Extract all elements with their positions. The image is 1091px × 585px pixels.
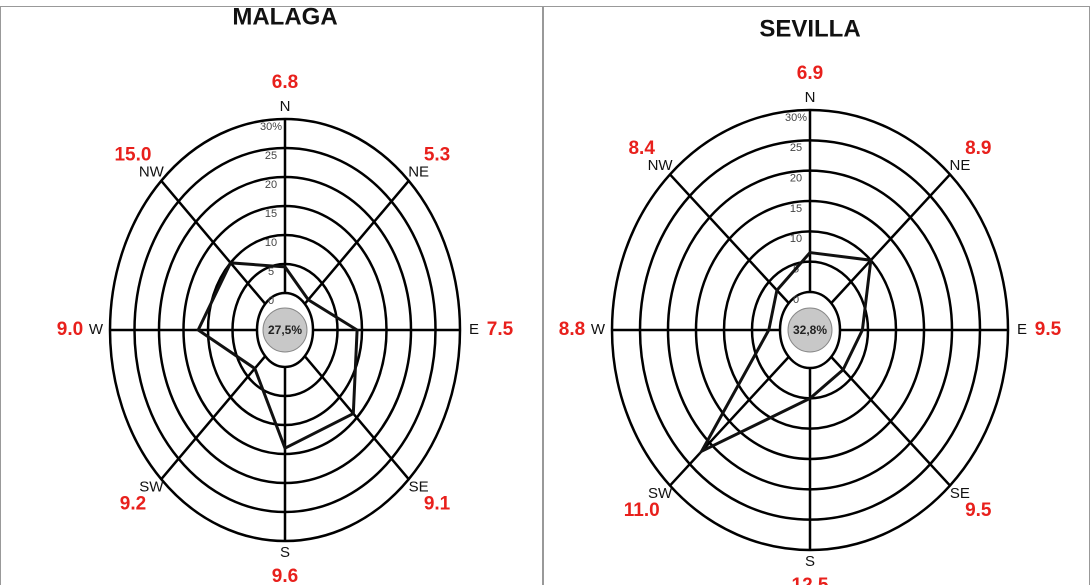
r-tick-label: 10	[790, 233, 802, 245]
speed-label: 7.5	[487, 319, 514, 340]
speed-label: 6.9	[797, 63, 823, 84]
direction-label: SW	[139, 479, 164, 496]
r-tick-label: 25	[265, 150, 277, 162]
spoke	[669, 173, 790, 304]
speed-label: 9.5	[1035, 319, 1062, 340]
direction-label: E	[1017, 321, 1027, 338]
spoke	[160, 179, 267, 305]
r-tick-label: 30%	[260, 121, 282, 133]
r-tick-label: 15	[265, 208, 277, 220]
direction-label: NE	[408, 163, 429, 180]
direction-label: N	[805, 89, 816, 106]
direction-label: SE	[409, 479, 429, 496]
chart-title: MALAGA	[232, 3, 337, 30]
r-tick-label: 5	[268, 266, 274, 278]
speed-label: 9.5	[965, 500, 992, 521]
panel-border	[0, 6, 543, 585]
calm-circle	[787, 307, 833, 353]
spoke	[160, 355, 267, 481]
speed-label: 8.8	[559, 319, 585, 340]
r-tick-label: 25	[790, 142, 802, 154]
direction-label: S	[805, 553, 815, 570]
direction-label: N	[280, 98, 291, 115]
spoke	[303, 179, 410, 305]
spoke	[830, 173, 951, 304]
direction-label: NW	[648, 157, 674, 174]
direction-label: E	[469, 321, 479, 338]
speed-label: 8.9	[965, 138, 991, 159]
frequency-polygon	[196, 261, 359, 451]
speed-label: 5.3	[424, 144, 450, 165]
r-tick-label: 0	[268, 295, 274, 307]
r-tick-label: 0	[793, 294, 799, 306]
spoke	[669, 356, 790, 487]
speed-label: 9.0	[57, 319, 83, 340]
speed-label: 9.2	[120, 494, 146, 515]
speed-label: 8.4	[628, 138, 655, 159]
direction-label: S	[280, 544, 290, 561]
direction-label: W	[591, 321, 606, 338]
direction-label: W	[89, 321, 104, 338]
direction-label: NW	[139, 163, 165, 180]
frequency-polygon	[698, 250, 873, 455]
chart-title: SEVILLA	[759, 15, 860, 42]
calm-circle	[262, 307, 308, 353]
direction-label: NE	[949, 157, 970, 174]
r-tick-label: 15	[790, 203, 802, 215]
speed-label: 9.6	[272, 566, 298, 585]
r-tick-label: 30%	[785, 112, 807, 124]
speed-label: 6.8	[272, 72, 298, 93]
speed-label: 12.5	[792, 575, 829, 585]
calm-label: 27,5%	[268, 323, 302, 337]
r-tick-label: 20	[265, 179, 277, 191]
direction-label: SE	[950, 485, 970, 502]
panel-border	[543, 6, 1090, 585]
spoke	[830, 356, 951, 487]
speed-label: 9.1	[424, 494, 451, 515]
direction-label: SW	[648, 485, 673, 502]
r-tick-label: 10	[265, 237, 277, 249]
speed-label: 15.0	[114, 144, 151, 165]
speed-label: 11.0	[624, 500, 660, 521]
calm-label: 32,8%	[793, 323, 827, 337]
r-tick-label: 20	[790, 173, 802, 185]
spoke	[303, 355, 410, 481]
